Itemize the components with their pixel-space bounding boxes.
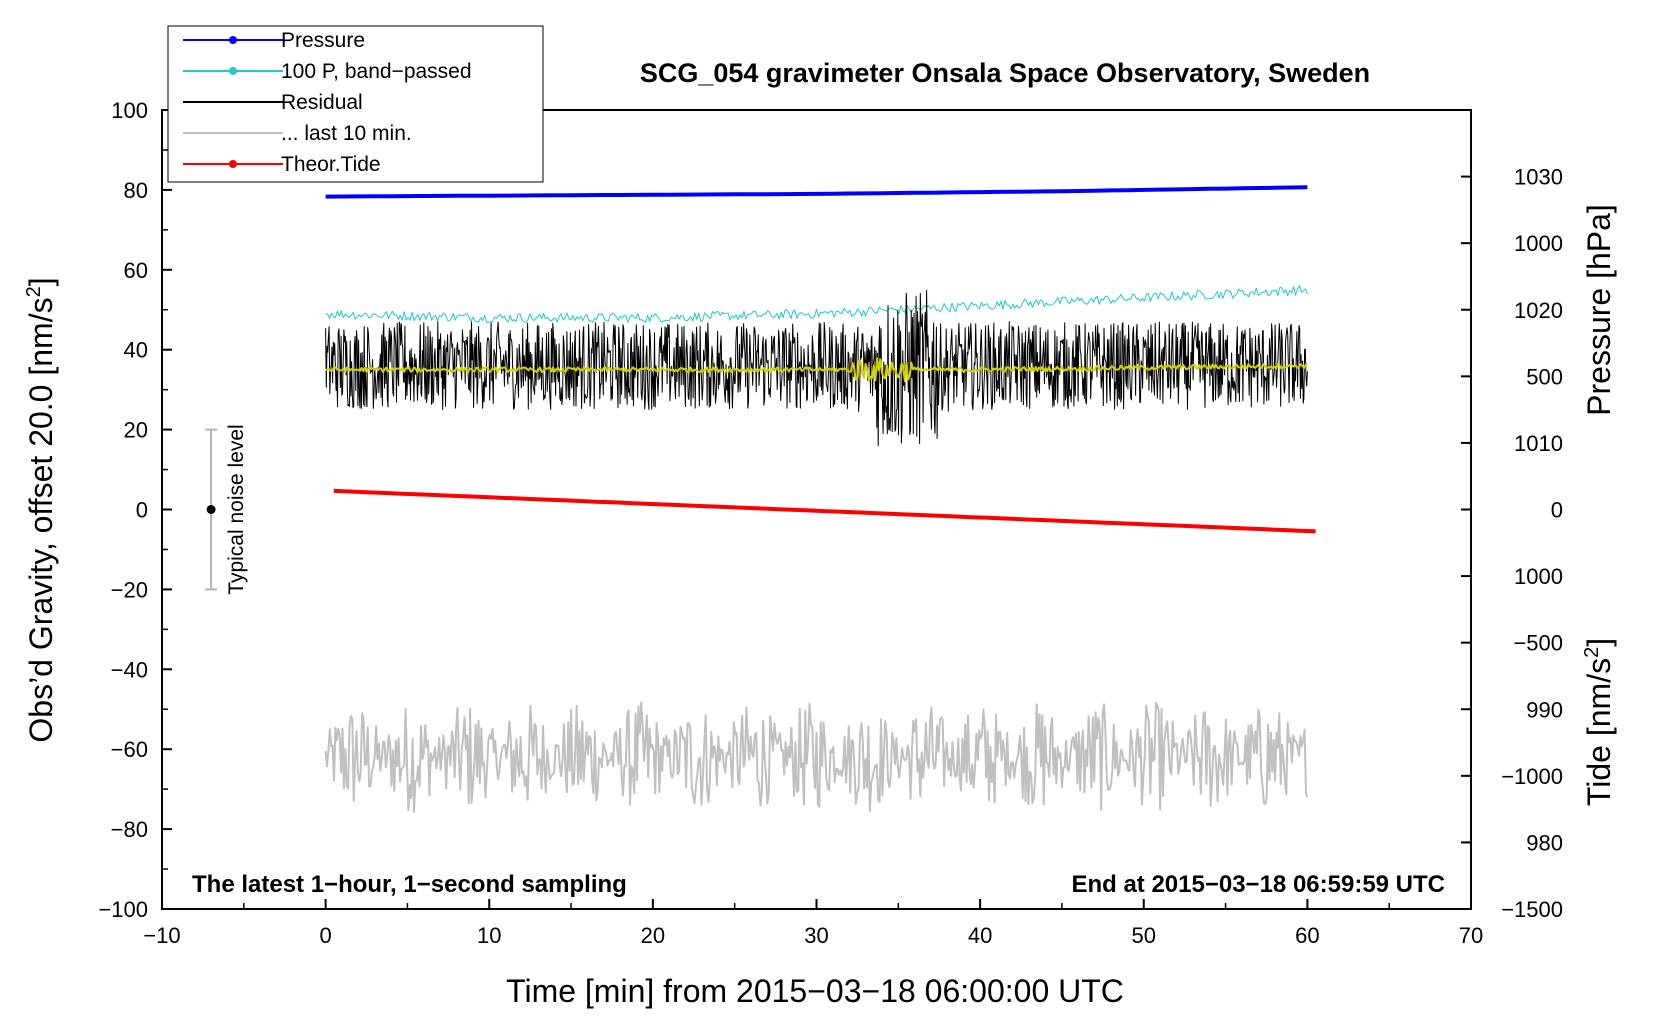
y-tick-label: −20: [111, 577, 148, 602]
y-tick-label: 80: [124, 178, 148, 203]
series-100-p-band-passed: [325, 285, 1308, 323]
y-tick-label: −40: [111, 657, 148, 682]
legend-label-pressure: Pressure: [281, 29, 365, 52]
annotation-bottom-left: The latest 1−hour, 1−second sampling: [192, 871, 627, 898]
noise-level-bar: Typical noise level: [205, 424, 248, 595]
series-pressure: [325, 185, 1308, 199]
pressure-tick-label: 1020: [1514, 298, 1563, 323]
pressure-tick-label: 1000: [1514, 564, 1563, 589]
y-tick-label: 60: [124, 258, 148, 283]
y-axis-label: Obs’d Gravity, offset 20.0 [nm/s2]: [23, 277, 59, 742]
noise-bar-label: Typical noise level: [225, 424, 248, 594]
legend-label-last-10-min: ... last 10 min.: [281, 122, 412, 145]
pressure-tick-label: 990: [1526, 697, 1563, 722]
noise-bar-center: [206, 505, 216, 514]
y-axis-label-close: ]: [23, 277, 59, 286]
legend-label-100-p-band-passed: 100 P, band−passed: [281, 60, 472, 83]
tide-tick-label: −1500: [1501, 897, 1563, 922]
x-tick-label: 0: [320, 923, 332, 948]
legend-marker-theor-tide: [229, 160, 237, 168]
y-axis-ticks: 100 80 60 40 20 0 −20 −40 −60 −80 −100: [98, 98, 172, 922]
plot-series-group: [324, 185, 1316, 814]
y-tick-label: −80: [111, 817, 148, 842]
series-last-10-min: [324, 701, 1309, 814]
y-tick-label: 40: [124, 338, 148, 363]
tide-tick-label: −500: [1513, 631, 1563, 656]
y-tick-label: −100: [98, 897, 148, 922]
legend-label-theor-tide: Theor.Tide: [281, 153, 381, 176]
legend-box: [167, 25, 544, 183]
legend-marker-pressure: [229, 36, 237, 44]
y-tick-label: 20: [124, 418, 148, 443]
tide-axis-label-close: ]: [1581, 638, 1617, 647]
legend-marker-100-p-band-passed: [229, 67, 237, 75]
pressure-tick-label: 980: [1526, 830, 1563, 855]
chart-title: SCG_054 gravimeter Onsala Space Observat…: [640, 58, 1370, 88]
y-axis-label-sup: 2: [23, 286, 45, 297]
pressure-axis-label: Pressure [hPa]: [1581, 204, 1617, 416]
x-tick-label: 60: [1295, 923, 1319, 948]
tide-axis-label: Tide [nm/s2]: [1581, 638, 1617, 806]
x-tick-label: 70: [1459, 923, 1483, 948]
pressure-tick-label: 1010: [1514, 431, 1563, 456]
legend-label-residual: Residual: [281, 91, 363, 114]
x-tick-label: 30: [804, 923, 828, 948]
pressure-axis-ticks: 1030 1020 1010 1000 990 980: [1461, 109, 1563, 855]
x-tick-label: 10: [477, 923, 501, 948]
series-residual-smoothed: [325, 357, 1309, 383]
y-tick-label: 0: [136, 498, 148, 523]
x-tick-label: 40: [968, 923, 992, 948]
y-axis-label-main: Obs’d Gravity, offset 20.0 [nm/s: [23, 297, 59, 742]
x-tick-label: 20: [641, 923, 665, 948]
y-tick-label: −60: [111, 737, 148, 762]
tide-tick-label: 0: [1551, 498, 1563, 523]
x-axis-label: Time [min] from 2015−03−18 06:00:00 UTC: [506, 973, 1124, 1009]
x-tick-label: 50: [1132, 923, 1156, 948]
x-tick-label: −10: [143, 923, 180, 948]
series-residual: [325, 290, 1308, 447]
tide-axis-label-sup: 2: [1581, 647, 1603, 658]
tide-tick-label: −1000: [1501, 764, 1563, 789]
y-tick-label: 100: [111, 98, 148, 123]
tide-tick-label: 500: [1526, 364, 1563, 389]
annotation-bottom-right: End at 2015−03−18 06:59:59 UTC: [1071, 871, 1445, 898]
pressure-tick-label: 1030: [1514, 165, 1563, 190]
tide-axis-ticks: 1000 500 0 −500 −1000 −1500: [1461, 231, 1563, 922]
series-theor-tide: [333, 488, 1316, 534]
tide-axis-label-main: Tide [nm/s: [1581, 658, 1617, 806]
legend: Pressure 100 P, band−passed Residual ... la…: [167, 25, 544, 183]
x-axis-ticks: −10 0 10 20 30 40 50 60 70: [143, 899, 1483, 948]
tide-tick-label: 1000: [1514, 231, 1563, 256]
